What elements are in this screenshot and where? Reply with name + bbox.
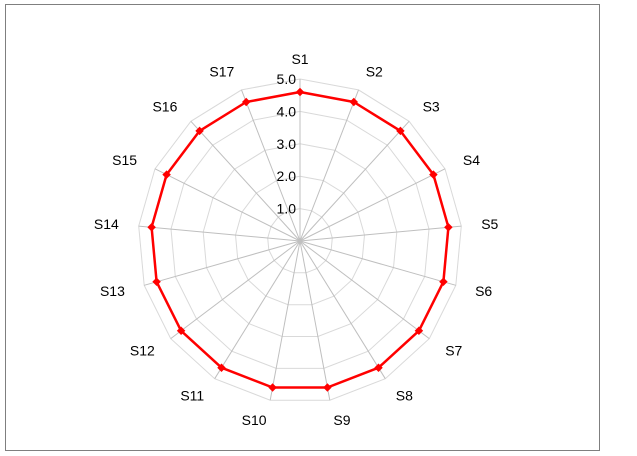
category-label-S9: S9 — [333, 412, 350, 428]
spoke-S9 — [299, 240, 331, 401]
spoke-S3 — [299, 120, 410, 242]
data-point-S14 — [147, 222, 156, 232]
data-point-S7 — [414, 326, 424, 336]
category-label-S16: S16 — [152, 99, 177, 115]
data-point-S6 — [439, 277, 448, 287]
category-label-S5: S5 — [481, 216, 498, 232]
tick-label: 5.0 — [277, 71, 297, 87]
category-label-S4: S4 — [463, 152, 480, 168]
series-line — [150, 90, 450, 389]
grid-ring-4 — [170, 110, 430, 369]
tick-label: 3.0 — [277, 136, 297, 152]
spokes — [138, 79, 462, 401]
spoke-S13 — [144, 240, 301, 286]
spoke-S12 — [170, 240, 301, 339]
category-label-S17: S17 — [209, 63, 234, 79]
data-point-S11 — [217, 363, 226, 372]
grid — [138, 78, 462, 401]
grid-ring-3 — [202, 143, 398, 337]
data-point-S1 — [295, 87, 305, 97]
chart-area — [5, 4, 600, 451]
category-label-S12: S12 — [130, 343, 155, 359]
category-label-S13: S13 — [100, 283, 125, 299]
spoke-S15 — [154, 168, 301, 242]
data-point-S12 — [176, 326, 186, 336]
category-label-S8: S8 — [396, 388, 413, 404]
data-point-S16 — [195, 126, 204, 136]
series — [147, 87, 453, 392]
data-point-S8 — [374, 363, 383, 372]
category-label-S6: S6 — [475, 283, 492, 299]
category-label-S3: S3 — [423, 99, 440, 115]
data-point-S13 — [152, 277, 161, 287]
tick-label: 4.0 — [277, 103, 297, 119]
grid-ring-1 — [267, 208, 333, 274]
spoke-S7 — [299, 240, 430, 339]
data-point-S4 — [429, 170, 438, 179]
category-labels: S1 S2 S3 S4 S5 S6 S7 S8 S9 S10 S11 S12 S13 S14 S15 S16 S… — [94, 51, 499, 428]
category-label-S15: S15 — [112, 152, 137, 168]
spoke-S17 — [241, 89, 301, 242]
category-label-S1: S1 — [291, 51, 308, 67]
tick-label: 1.0 — [277, 201, 297, 217]
data-point-S17 — [241, 97, 251, 107]
tick-labels: 1.0 2.0 3.0 4.0 5.0 — [277, 71, 297, 217]
spoke-S6 — [299, 240, 456, 286]
grid-ring-2 — [234, 175, 366, 306]
category-label-S7: S7 — [445, 343, 462, 359]
data-point-S2 — [349, 97, 359, 107]
data-point-S15 — [162, 170, 171, 179]
spoke-S16 — [190, 120, 301, 242]
tick-label: 2.0 — [277, 168, 297, 184]
category-label-S10: S10 — [242, 412, 267, 428]
spoke-S5 — [299, 225, 462, 242]
data-point-S10 — [268, 383, 277, 392]
spoke-S8 — [299, 240, 386, 379]
spoke-S14 — [138, 225, 301, 242]
spoke-S10 — [269, 240, 301, 401]
category-label-S11: S11 — [180, 388, 204, 404]
data-point-S9 — [323, 383, 332, 392]
grid-ring-5 — [138, 78, 462, 401]
category-label-S2: S2 — [366, 63, 383, 79]
spoke-S2 — [299, 89, 359, 242]
spoke-S4 — [299, 168, 446, 242]
data-point-S5 — [444, 222, 453, 232]
category-label-S14: S14 — [94, 216, 119, 232]
spoke-S11 — [214, 240, 301, 379]
data-point-S3 — [396, 126, 405, 136]
